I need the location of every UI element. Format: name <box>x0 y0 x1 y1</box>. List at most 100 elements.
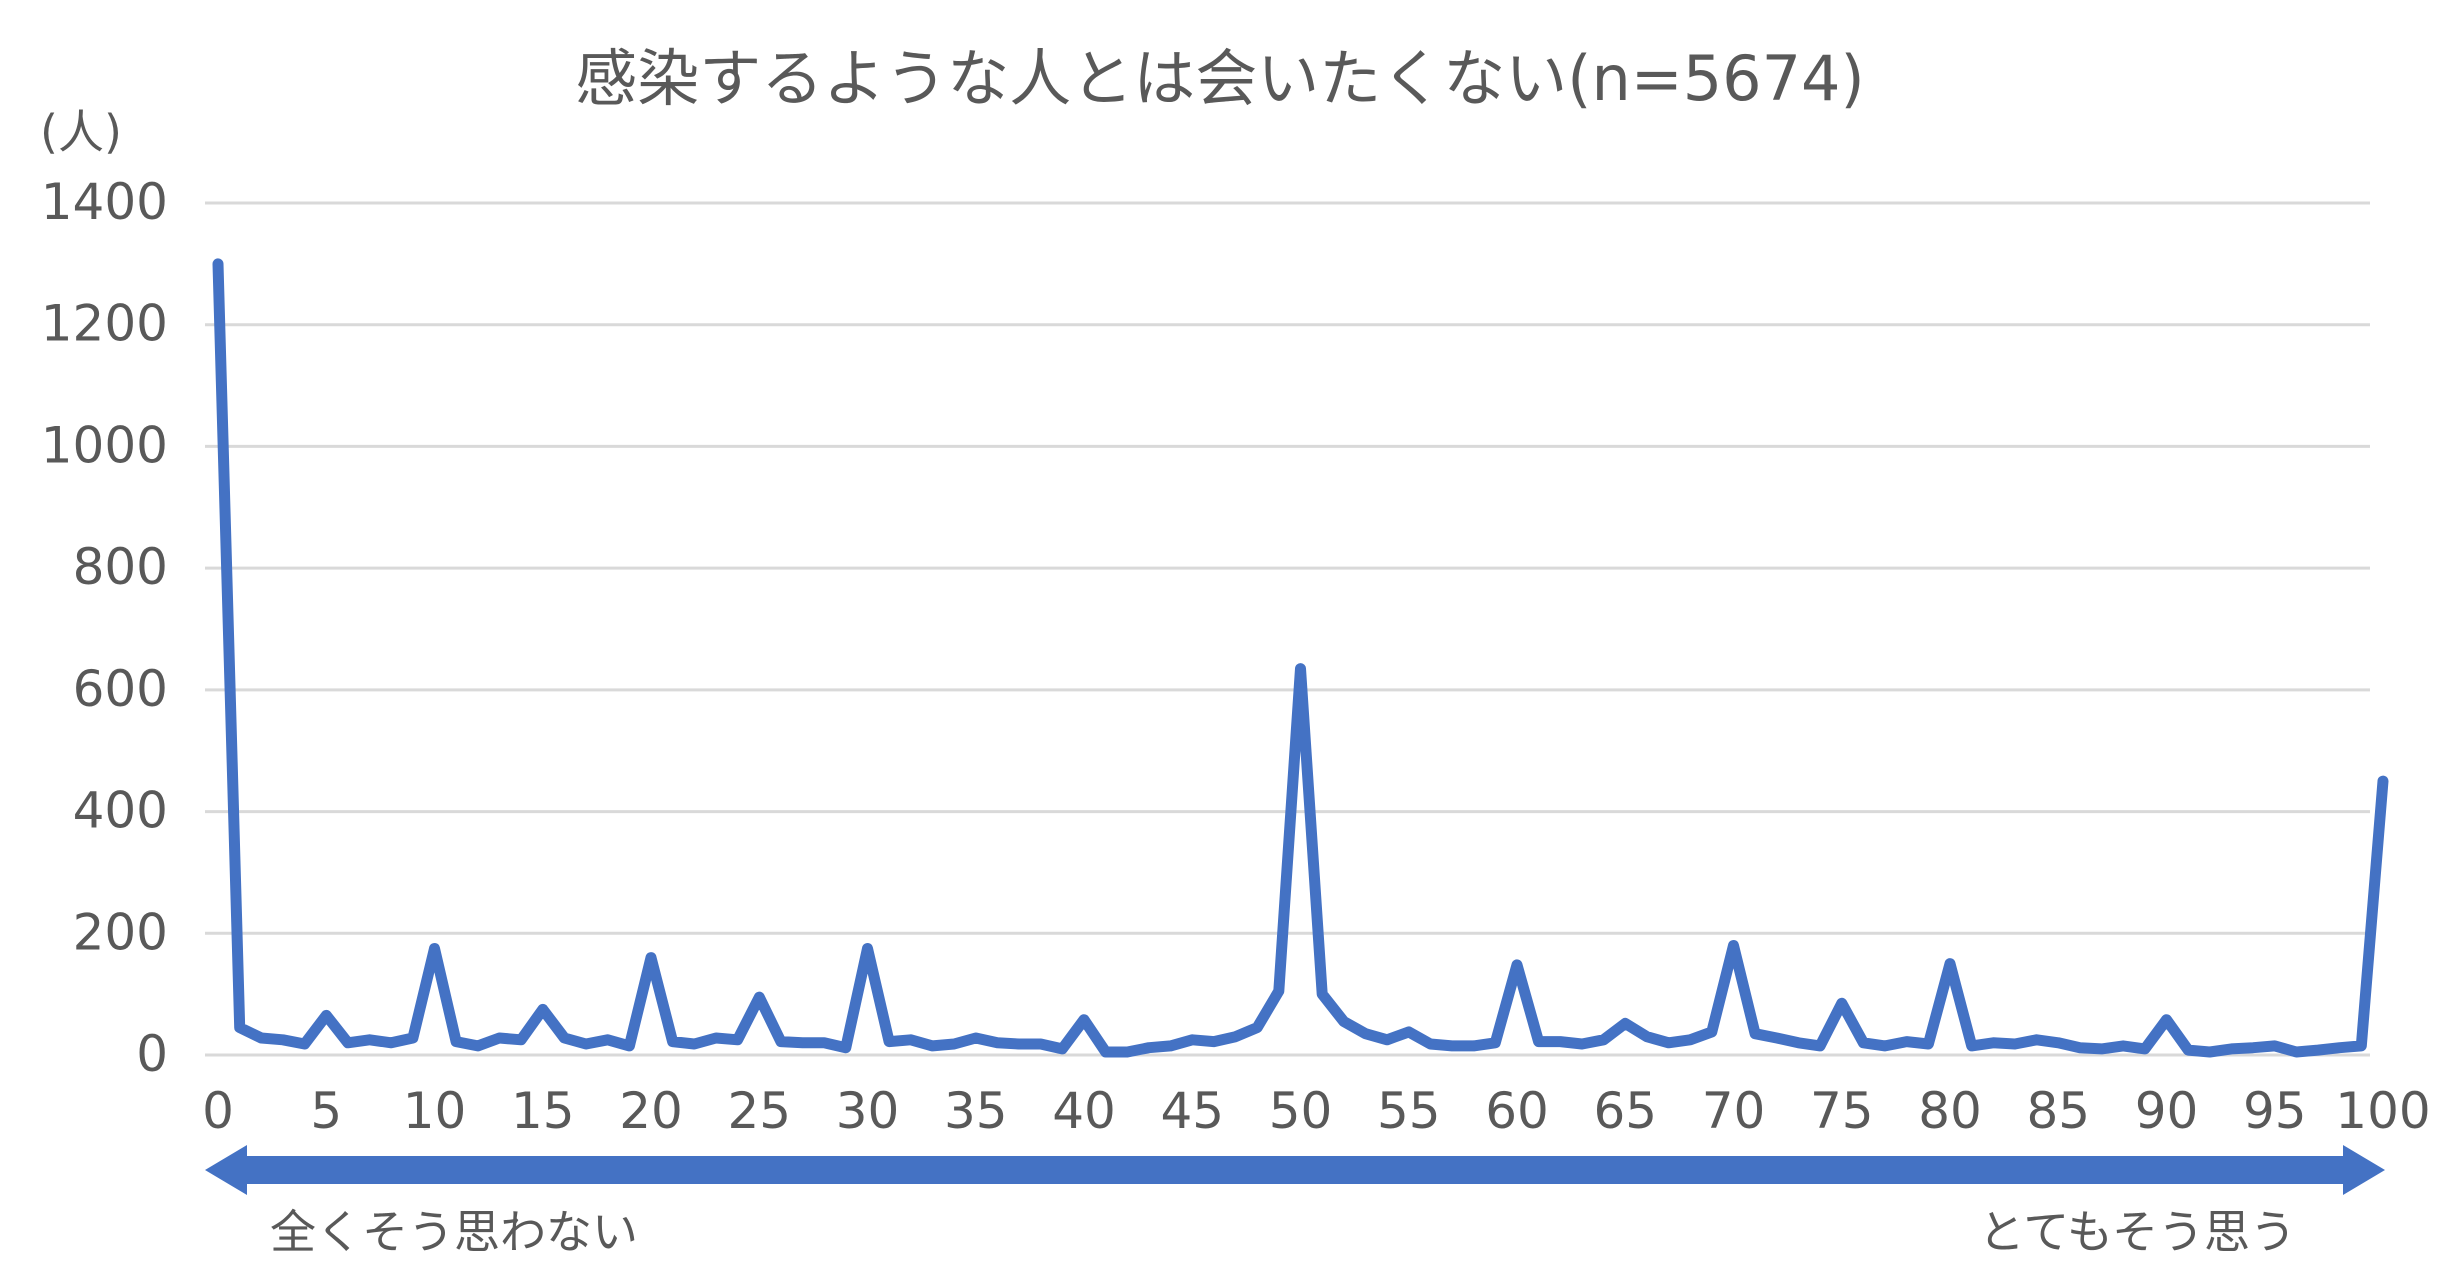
data-point <box>1274 987 1283 996</box>
data-point <box>1469 1041 1478 1050</box>
data-point <box>387 1038 396 1047</box>
data-point <box>1123 1047 1132 1056</box>
data-point <box>1794 1038 1803 1047</box>
data-point <box>2119 1041 2128 1050</box>
scale-arrow <box>205 1145 2385 1195</box>
data-point <box>1101 1047 1110 1056</box>
x-tick-label: 65 <box>1593 1082 1657 1140</box>
data-point <box>1188 1035 1197 1044</box>
data-point <box>798 1038 807 1047</box>
y-axis-unit-label: (人) <box>40 105 122 159</box>
x-tick-label: 35 <box>944 1082 1008 1140</box>
data-point <box>1837 999 1846 1008</box>
x-tick-label: 0 <box>202 1082 234 1140</box>
data-point <box>2314 1046 2323 1055</box>
data-point <box>1902 1037 1911 1046</box>
data-point <box>1621 1019 1630 1028</box>
data-point <box>2184 1046 2193 1055</box>
data-point <box>1751 1029 1760 1038</box>
data-point <box>668 1037 677 1046</box>
data-point <box>863 944 872 953</box>
data-point <box>755 993 764 1002</box>
data-point <box>1339 1017 1348 1026</box>
data-point <box>841 1043 850 1052</box>
y-tick-label: 1400 <box>41 173 168 231</box>
y-tick-label: 200 <box>73 903 168 961</box>
data-point <box>538 1005 547 1014</box>
y-tick-label: 400 <box>73 782 168 840</box>
data-point <box>1361 1029 1370 1038</box>
x-tick-label: 95 <box>2243 1082 2307 1140</box>
data-point <box>1967 1041 1976 1050</box>
data-point <box>1015 1040 1024 1049</box>
y-tick-label: 0 <box>136 1025 168 1083</box>
data-point <box>2249 1043 2258 1052</box>
x-tick-label: 15 <box>511 1082 575 1140</box>
data-point <box>2205 1047 2214 1056</box>
x-tick-label: 25 <box>727 1082 791 1140</box>
data-point <box>2010 1040 2019 1049</box>
data-point <box>1253 1023 1262 1032</box>
data-point <box>2335 1043 2344 1052</box>
data-point <box>1599 1035 1608 1044</box>
data-point <box>1296 664 1305 673</box>
data-point <box>582 1040 591 1049</box>
data-point <box>1426 1040 1435 1049</box>
data-point <box>971 1033 980 1042</box>
data-point <box>2054 1038 2063 1047</box>
chart-title: 感染するような人とは会いたくない(n=5674) <box>575 42 1864 115</box>
data-point <box>733 1035 742 1044</box>
data-point <box>2075 1043 2084 1052</box>
y-tick-label: 600 <box>73 660 168 718</box>
data-point <box>690 1040 699 1049</box>
data-point <box>1080 1015 1088 1024</box>
data-point <box>1404 1027 1413 1036</box>
data-point <box>2097 1044 2106 1053</box>
data-point <box>430 944 439 953</box>
data-point <box>1231 1032 1240 1041</box>
x-tick-label: 70 <box>1702 1082 1766 1140</box>
x-tick-label: 100 <box>2335 1082 2430 1140</box>
data-point <box>1534 1037 1543 1046</box>
x-axis-ticks: 0 5 10 15 20 25 30 35 40 45 50 55 60 65 70 75 80 85 90 95 10… <box>202 1082 2431 1140</box>
data-point <box>517 1035 526 1044</box>
x-tick-label: 90 <box>2135 1082 2199 1140</box>
data-point <box>2379 777 2387 786</box>
x-tick-label: 80 <box>1918 1082 1982 1140</box>
data-point <box>625 1041 634 1050</box>
data-point <box>993 1038 1002 1047</box>
data-point <box>1664 1038 1673 1047</box>
data-point <box>1686 1035 1695 1044</box>
data-point <box>950 1040 959 1049</box>
data-point <box>2292 1047 2301 1056</box>
data-point <box>603 1035 612 1044</box>
scale-right-label: とてもそう思う <box>1979 1205 2296 1259</box>
data-point <box>235 1023 244 1032</box>
data-point <box>473 1041 482 1050</box>
y-tick-label: 1000 <box>41 416 168 474</box>
data-point <box>1816 1041 1825 1050</box>
data-point <box>2140 1044 2149 1053</box>
data-point <box>906 1035 915 1044</box>
data-point <box>495 1033 504 1042</box>
data-point <box>1881 1041 1890 1050</box>
data-point <box>1946 959 1954 968</box>
data-point <box>1491 1038 1500 1047</box>
data-point <box>214 259 222 268</box>
data-point <box>2227 1044 2236 1053</box>
data-point <box>365 1035 374 1044</box>
x-tick-label: 20 <box>619 1082 683 1140</box>
data-point <box>1556 1037 1565 1046</box>
x-tick-label: 75 <box>1810 1082 1874 1140</box>
double-arrow-icon <box>205 1145 2385 1195</box>
scale-left-label: 全くそう思わない <box>270 1205 638 1259</box>
data-point <box>885 1037 894 1046</box>
data-point <box>647 953 655 962</box>
data-point <box>1036 1040 1045 1049</box>
series-layer <box>212 258 2389 1058</box>
data-point <box>1642 1032 1651 1041</box>
data-point <box>300 1040 309 1049</box>
data-point <box>1707 1027 1716 1036</box>
